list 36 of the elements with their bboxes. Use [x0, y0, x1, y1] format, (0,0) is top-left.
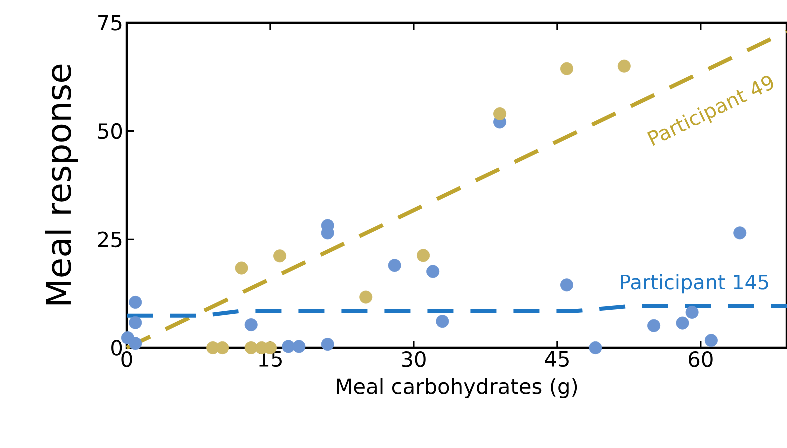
point	[426, 265, 440, 278]
point	[417, 249, 430, 262]
point	[734, 226, 747, 240]
point	[686, 306, 699, 319]
y-axis-title: Meal response	[45, 64, 78, 305]
y-tick-label: 0	[112, 340, 122, 356]
y-tick-label: 25	[98, 232, 122, 248]
point	[129, 296, 142, 309]
point	[129, 337, 142, 350]
annotation: Participant 145	[621, 274, 768, 294]
point	[235, 262, 248, 275]
x-tick-label: 30	[402, 352, 426, 368]
point	[321, 338, 334, 352]
point	[292, 340, 306, 354]
point	[129, 316, 142, 330]
point	[274, 250, 287, 263]
point	[704, 334, 718, 348]
y-tick-label: 50	[98, 123, 122, 140]
y-tick-label: 75	[98, 15, 122, 31]
point	[244, 342, 258, 354]
x-axis-title: Meal carbohydrates (g)	[337, 378, 578, 398]
point	[436, 315, 450, 328]
point	[388, 259, 402, 272]
point	[244, 318, 258, 332]
point	[618, 60, 631, 73]
point	[494, 108, 507, 120]
x-tick-label: 0	[122, 352, 132, 368]
point	[676, 316, 690, 330]
point	[560, 62, 574, 76]
x-tick-label: 60	[689, 352, 713, 368]
point	[360, 290, 373, 304]
point	[589, 342, 602, 354]
point	[560, 278, 574, 292]
point	[648, 319, 661, 332]
point	[216, 342, 230, 354]
x-tick-label: 45	[545, 352, 569, 368]
